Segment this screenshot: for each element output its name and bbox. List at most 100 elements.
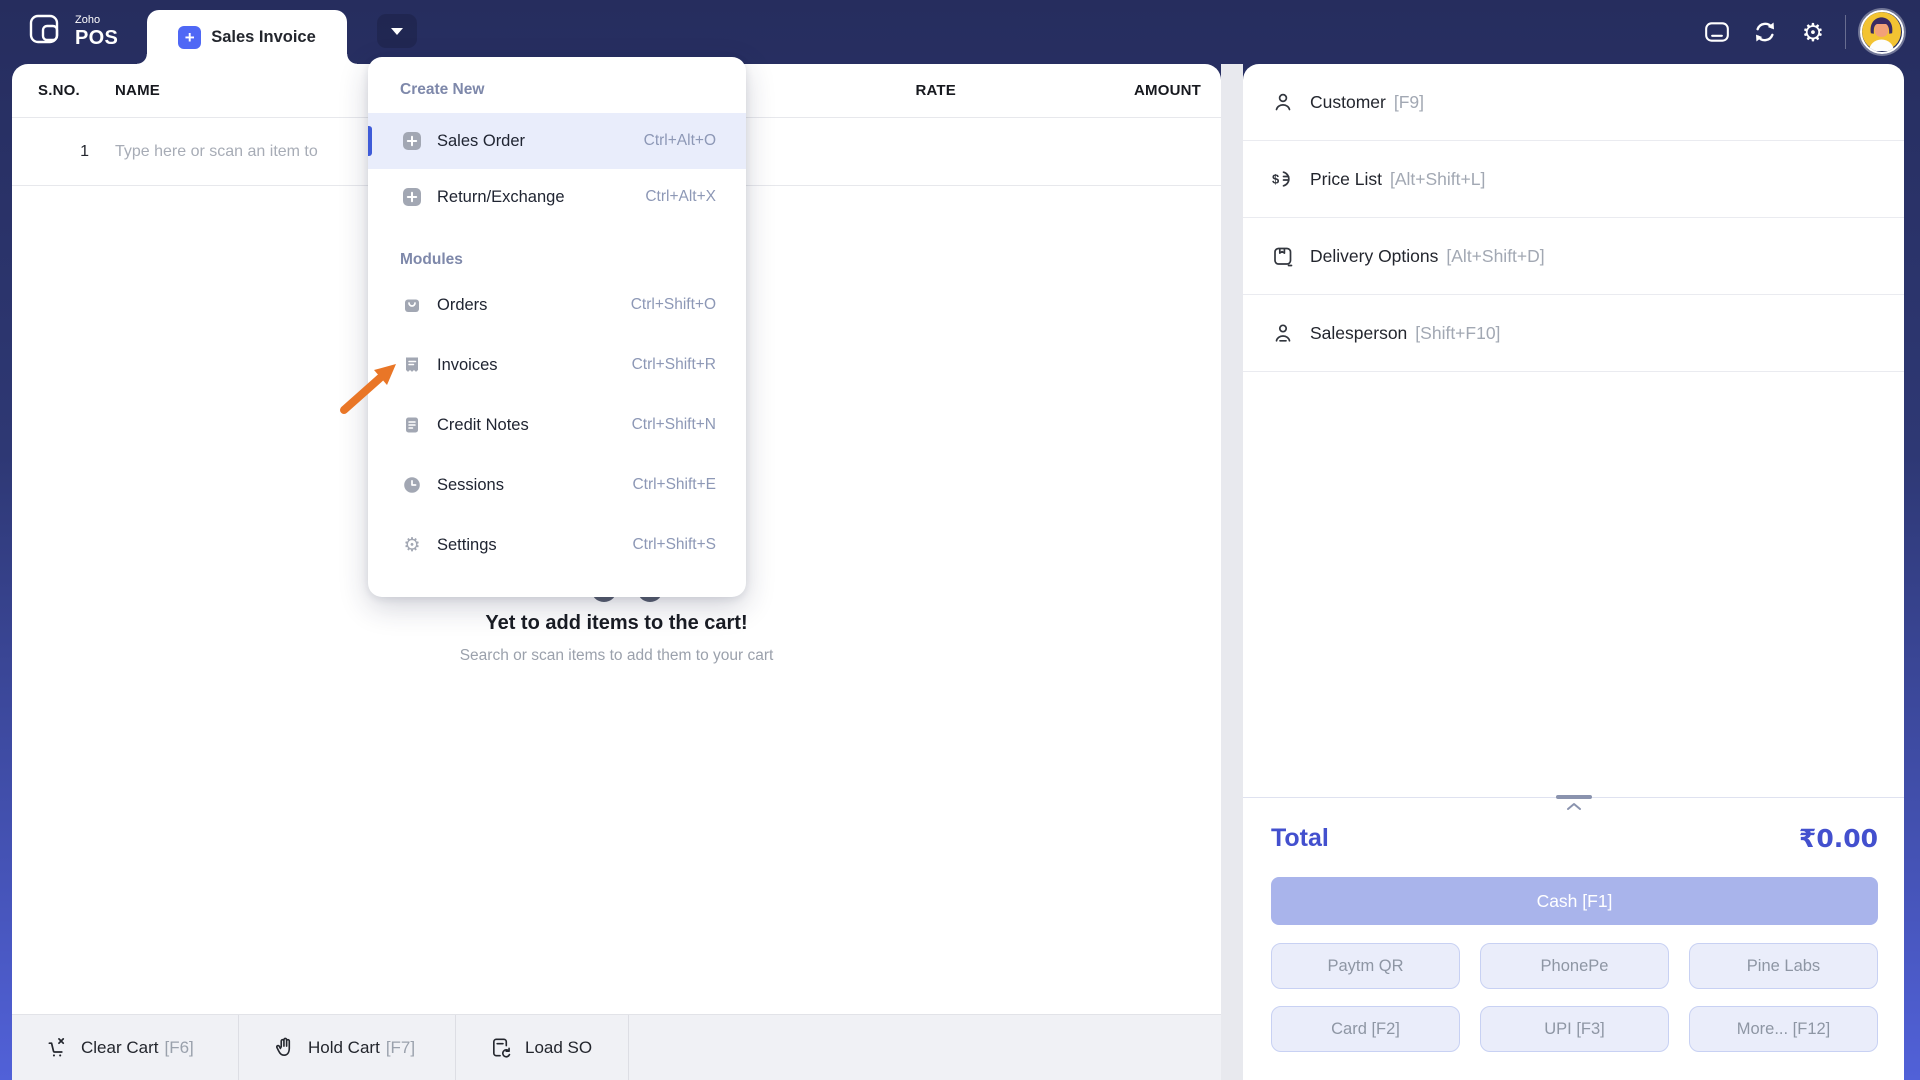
new-tab-plus-icon[interactable]: +: [178, 25, 202, 49]
paytm-qr-button[interactable]: Paytm QR: [1271, 943, 1460, 989]
cart-actions-bar: Clear Cart [F6] Hold Cart [F7] Load SO: [12, 1014, 1221, 1080]
empty-cart-message: Yet to add items to the cart! Search or …: [12, 612, 1221, 665]
hold-cart-button[interactable]: Hold Cart [F7]: [239, 1015, 455, 1080]
brand-pos: POS: [75, 26, 119, 49]
topbar-divider: [1845, 15, 1846, 49]
invoices-label: Invoices: [437, 355, 498, 374]
top-bar: Zoho POS + Sales Invoice ⚙: [0, 0, 1920, 64]
hold-cart-shortcut: [F7]: [385, 1037, 416, 1057]
cash-button[interactable]: Cash [F1]: [1271, 877, 1878, 925]
chevron-down-icon: [391, 27, 403, 35]
salesperson-row[interactable]: Salesperson [Shift+F10]: [1243, 295, 1904, 372]
menu-item-invoices[interactable]: Invoices Ctrl+Shift+R: [368, 335, 746, 395]
customer-label: Customer: [1310, 91, 1386, 112]
menu-item-sessions[interactable]: Sessions Ctrl+Shift+E: [368, 455, 746, 515]
delivery-options-label: Delivery Options: [1310, 245, 1439, 266]
collapse-handle[interactable]: [1555, 795, 1592, 799]
clear-cart-icon: [48, 1038, 65, 1057]
sessions-label: Sessions: [437, 475, 504, 494]
customer-row[interactable]: Customer [F9]: [1243, 64, 1904, 141]
header-amount: AMOUNT: [1133, 82, 1201, 99]
avatar-illustration: [1862, 12, 1901, 51]
annotation-arrow: [340, 364, 396, 414]
credit-notes-icon: [406, 417, 418, 433]
header-rate: RATE: [915, 82, 956, 99]
load-so-icon: [493, 1038, 511, 1058]
sales-order-label: Sales Order: [437, 131, 526, 150]
display-panel-button[interactable]: [1693, 8, 1741, 56]
settings-shortcut: Ctrl+Shift+S: [632, 536, 716, 553]
display-icon: [1705, 22, 1729, 42]
chevron-up-icon[interactable]: [1566, 802, 1582, 811]
orders-shortcut: Ctrl+Shift+O: [630, 296, 716, 313]
svg-text:$: $: [1272, 172, 1280, 187]
credit-notes-shortcut: Ctrl+Shift+N: [631, 416, 716, 433]
clear-cart-button[interactable]: Clear Cart [F6]: [12, 1015, 238, 1080]
settings-gear-icon: ⚙: [403, 534, 421, 556]
settings-button[interactable]: ⚙: [1789, 8, 1837, 56]
empty-cart-title: Yet to add items to the cart!: [485, 612, 748, 634]
create-new-header: Create New: [400, 81, 485, 98]
phonepe-button[interactable]: PhonePe: [1480, 943, 1669, 989]
payment-divider: [1243, 795, 1904, 810]
modules-header: Modules: [400, 251, 463, 268]
menu-item-sales-order[interactable]: Sales Order Ctrl+Alt+O: [368, 113, 746, 169]
empty-cart-subtitle: Search or scan items to add them to your…: [459, 647, 774, 664]
menu-item-return-exchange[interactable]: Return/Exchange Ctrl+Alt+X: [368, 169, 746, 225]
clear-cart-label: Clear Cart: [81, 1037, 159, 1057]
salesperson-label: Salesperson: [1310, 322, 1408, 343]
sync-button[interactable]: [1741, 8, 1789, 56]
tab-label: Sales Invoice: [211, 27, 316, 46]
modules-menu-button[interactable]: [377, 14, 417, 48]
modules-dropdown-menu: Create New Sales Order Ctrl+Alt+O Return…: [368, 57, 746, 597]
settings-label: Settings: [437, 535, 497, 554]
sessions-shortcut: Ctrl+Shift+E: [632, 476, 716, 493]
gear-icon: ⚙: [1801, 17, 1825, 47]
more-payments-button[interactable]: More... [F12]: [1689, 1006, 1878, 1052]
pine-labs-button[interactable]: Pine Labs: [1689, 943, 1878, 989]
customer-shortcut: [F9]: [1393, 91, 1425, 112]
orders-icon: [405, 299, 419, 312]
menu-item-credit-notes[interactable]: Credit Notes Ctrl+Shift+N: [368, 395, 746, 455]
price-list-icon: $: [1272, 171, 1290, 187]
orders-label: Orders: [437, 295, 488, 314]
return-exchange-shortcut: Ctrl+Alt+X: [645, 188, 716, 205]
panel-gutter: [1221, 64, 1243, 1080]
cart-bar-divider: [455, 1015, 456, 1080]
delivery-options-shortcut: [Alt+Shift+D]: [1446, 245, 1545, 266]
menu-item-settings[interactable]: ⚙ Settings Ctrl+Shift+S: [368, 515, 746, 575]
total-amount: ₹0.00: [1798, 824, 1878, 853]
delivery-options-row[interactable]: Delivery Options [Alt+Shift+D]: [1243, 218, 1904, 295]
row-serial-number: 1: [80, 142, 89, 160]
sync-icon: [1756, 22, 1774, 42]
menu-item-orders[interactable]: Orders Ctrl+Shift+O: [368, 275, 746, 335]
cart-bar-divider: [238, 1015, 239, 1080]
salesperson-icon: [1275, 324, 1291, 342]
total-label: Total: [1271, 824, 1329, 852]
user-avatar[interactable]: [1860, 10, 1904, 54]
salesperson-shortcut: [Shift+F10]: [1415, 322, 1501, 343]
header-name: NAME: [115, 82, 160, 99]
return-exchange-label: Return/Exchange: [437, 187, 565, 206]
plus-square-icon: [403, 132, 421, 150]
payment-section: Total ₹0.00 Cash [F1] Paytm QR PhonePe P…: [1243, 795, 1904, 1080]
tab-sales-invoice[interactable]: + Sales Invoice: [137, 10, 357, 64]
checkout-panel: Customer [F9] $ Price List [Alt+Shift+L]…: [1243, 64, 1904, 1080]
sales-order-shortcut: Ctrl+Alt+O: [643, 132, 716, 149]
delivery-options-icon: [1274, 247, 1293, 267]
credit-notes-label: Credit Notes: [437, 415, 529, 434]
plus-square-icon: [403, 188, 421, 206]
price-list-shortcut: [Alt+Shift+L]: [1389, 168, 1486, 189]
upi-button[interactable]: UPI [F3]: [1480, 1006, 1669, 1052]
invoices-shortcut: Ctrl+Shift+R: [631, 356, 716, 373]
hold-cart-label: Hold Cart: [308, 1037, 380, 1057]
cart-bar-divider: [628, 1015, 629, 1080]
sessions-icon: [404, 477, 420, 493]
price-list-row[interactable]: $ Price List [Alt+Shift+L]: [1243, 141, 1904, 218]
header-sno: S.NO.: [38, 82, 80, 99]
load-so-button[interactable]: Load SO: [456, 1015, 628, 1080]
load-so-label: Load SO: [525, 1037, 593, 1057]
customer-icon: [1275, 93, 1291, 111]
zoho-pos-logo: Zoho POS: [28, 12, 118, 50]
card-button[interactable]: Card [F2]: [1271, 1006, 1460, 1052]
